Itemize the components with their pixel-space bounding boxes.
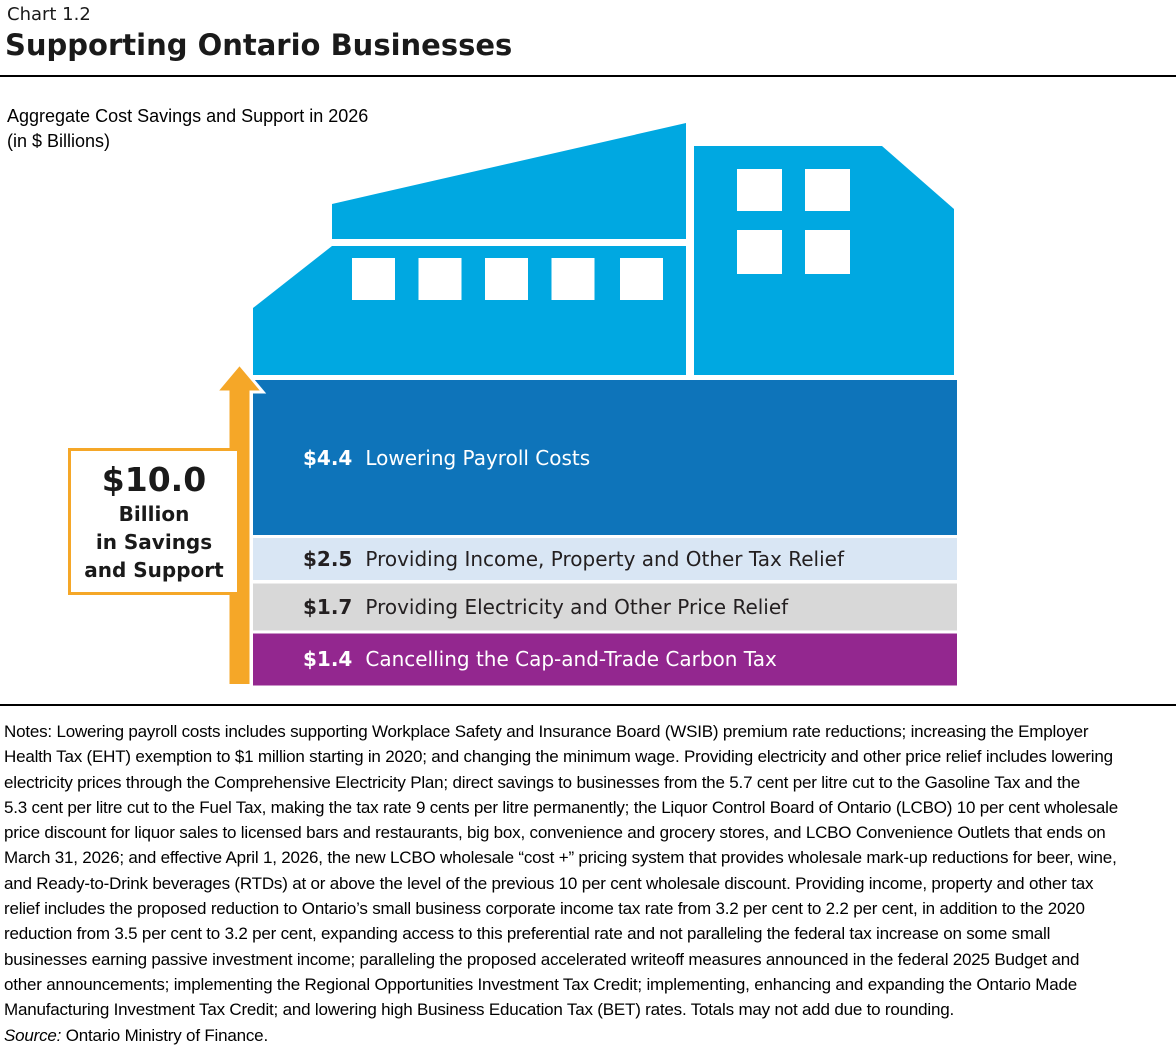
factory-window bbox=[551, 258, 595, 300]
bar-value: $2.5 bbox=[303, 547, 353, 571]
subtitle-line-2: (in $ Billions) bbox=[7, 131, 111, 151]
total-line-2: in Savings bbox=[95, 530, 213, 554]
page-title: Supporting Ontario Businesses bbox=[5, 28, 513, 62]
bar-label-row: $1.4 Cancelling the Cap-and-Trade Carbon… bbox=[253, 633, 957, 685]
factory-wall-shape bbox=[253, 246, 686, 375]
bar-label: Providing Income, Property and Other Tax… bbox=[365, 547, 845, 571]
notes-line: relief includes the proposed reduction t… bbox=[4, 899, 1085, 919]
notes-line: electricity prices through the Comprehen… bbox=[4, 772, 1080, 792]
factory-window bbox=[620, 258, 663, 300]
total-value: $10.0 bbox=[101, 460, 207, 499]
source-prefix: Source: bbox=[4, 1025, 62, 1045]
notes-line: other announcements; implementing the Re… bbox=[4, 974, 1078, 994]
bar-label-row: $2.5 Providing Income, Property and Othe… bbox=[253, 538, 957, 580]
bar-value: $1.4 bbox=[303, 647, 353, 671]
bar-label: Lowering Payroll Costs bbox=[365, 445, 591, 470]
factory-window bbox=[805, 169, 850, 211]
factory-window bbox=[352, 258, 395, 300]
notes-line: 5.3 cent per litre cut to the Fuel Tax, … bbox=[4, 797, 1118, 817]
notes-line: Health Tax (EHT) exemption to $1 million… bbox=[4, 747, 1113, 767]
notes-divider bbox=[0, 704, 1176, 706]
bar-value: $1.7 bbox=[303, 594, 353, 619]
chart-subtitle: Aggregate Cost Savings and Support in 20… bbox=[7, 104, 368, 154]
source-text: Ontario Ministry of Finance. bbox=[61, 1025, 268, 1045]
chart-number: Chart 1.2 bbox=[7, 4, 91, 25]
total-callout: $10.0 Billion in Savings and Support bbox=[68, 448, 240, 595]
subtitle-line-1: Aggregate Cost Savings and Support in 20… bbox=[7, 106, 369, 126]
factory-window bbox=[805, 230, 850, 274]
bar-label-row: $4.4 Lowering Payroll Costs bbox=[253, 380, 957, 535]
notes-line: reduction from 3.5 per cent to 3.2 per c… bbox=[4, 924, 1051, 944]
bar-label-row: $1.7 Providing Electricity and Other Pri… bbox=[253, 583, 957, 630]
factory-right-building-shape bbox=[694, 146, 954, 375]
bar-value: $4.4 bbox=[303, 445, 353, 470]
bar-label: Providing Electricity and Other Price Re… bbox=[365, 594, 789, 619]
total-line-3: and Support bbox=[84, 558, 224, 582]
total-line-1: Billion bbox=[118, 502, 190, 526]
notes-block: Notes: Lowering payroll costs includes s… bbox=[4, 719, 1118, 1048]
notes-line: businesses earning passive investment in… bbox=[4, 949, 1080, 969]
factory-roof-shape bbox=[332, 123, 686, 239]
factory-window bbox=[418, 258, 462, 300]
title-divider bbox=[0, 75, 1176, 77]
notes-line: price discount for liquor sales to licen… bbox=[4, 823, 1106, 843]
notes-line: Manufacturing Investment Tax Credit; and… bbox=[4, 1000, 955, 1020]
factory-window bbox=[737, 169, 782, 211]
factory-window bbox=[485, 258, 528, 300]
notes-line: Notes: Lowering payroll costs includes s… bbox=[4, 722, 1089, 741]
factory-window bbox=[737, 230, 782, 274]
bar-label: Cancelling the Cap-and-Trade Carbon Tax bbox=[365, 647, 777, 671]
source-line: Source: Ontario Ministry of Finance. bbox=[4, 1023, 1118, 1048]
notes-line: and Ready-to-Drink beverages (RTDs) at o… bbox=[4, 873, 1094, 893]
notes-line: March 31, 2026; and effective April 1, 2… bbox=[4, 848, 1117, 868]
